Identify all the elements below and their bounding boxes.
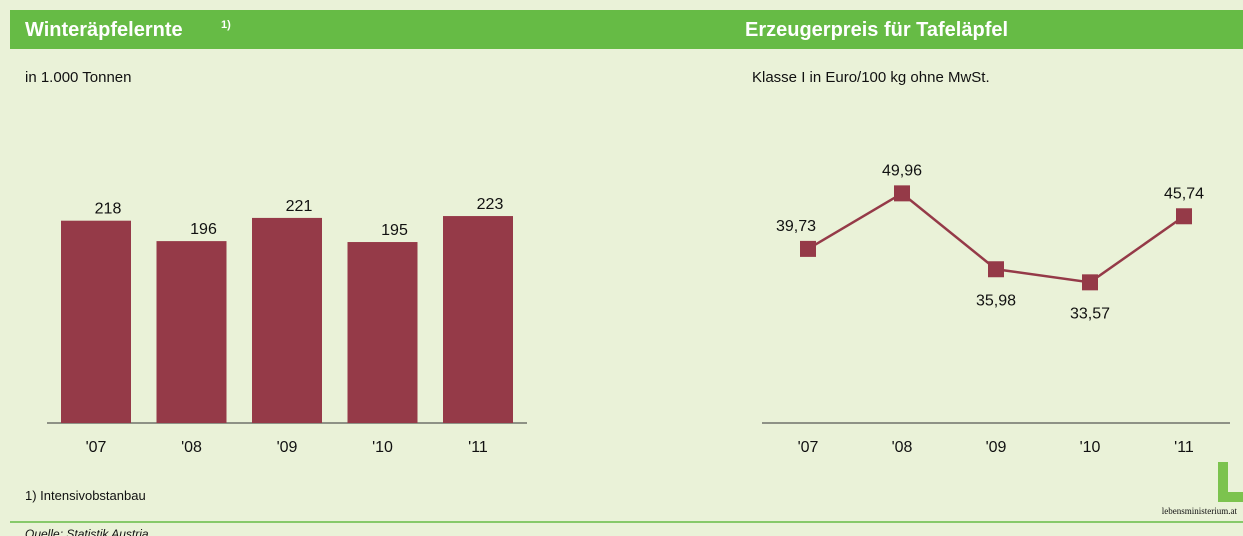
bar [156, 241, 227, 423]
value-label: 218 [95, 201, 122, 218]
x-tick-label: '07 [798, 439, 819, 456]
title-note: 1) [221, 19, 231, 31]
subtitle: in 1.000 Tonnen [25, 69, 132, 86]
x-tick-label: '10 [372, 439, 393, 456]
value-label: 33,57 [1070, 305, 1110, 322]
subtitle: Klasse I in Euro/100 kg ohne MwSt. [752, 69, 990, 86]
marker [1082, 274, 1098, 291]
bar [61, 220, 131, 423]
bar [347, 242, 418, 423]
x-tick-label: '09 [986, 439, 1007, 456]
bar [443, 216, 513, 423]
x-tick-label: '11 [468, 439, 488, 456]
marker [800, 240, 816, 257]
value-label: 39,73 [776, 218, 816, 235]
chart-title: Winteräpfelernte [25, 19, 183, 41]
value-label: 196 [190, 221, 217, 238]
value-label: 221 [286, 198, 313, 215]
value-label: 223 [477, 196, 504, 213]
value-label: 195 [381, 222, 408, 239]
x-tick-label: '09 [277, 439, 298, 456]
x-tick-label: '08 [892, 439, 913, 456]
x-tick-label: '08 [181, 439, 202, 456]
header-bar [10, 10, 1243, 49]
marker [894, 185, 910, 202]
marker [988, 261, 1004, 278]
bar [252, 217, 322, 423]
value-label: 45,74 [1164, 185, 1204, 202]
x-tick-label: '10 [1080, 439, 1101, 456]
x-tick-label: '07 [86, 439, 107, 456]
marker [1176, 208, 1192, 225]
source: Quelle: Statistik Austria [25, 527, 149, 536]
value-label: 49,96 [882, 162, 922, 179]
logo-icon [1218, 462, 1243, 502]
x-tick-label: '11 [1174, 439, 1194, 456]
logo-text: lebensministerium.at [1162, 506, 1238, 516]
chart-title: Erzeugerpreis für Tafeläpfel [745, 19, 1008, 41]
footnote: 1) Intensivobstanbau [25, 488, 146, 503]
value-label: 35,98 [976, 292, 1016, 309]
